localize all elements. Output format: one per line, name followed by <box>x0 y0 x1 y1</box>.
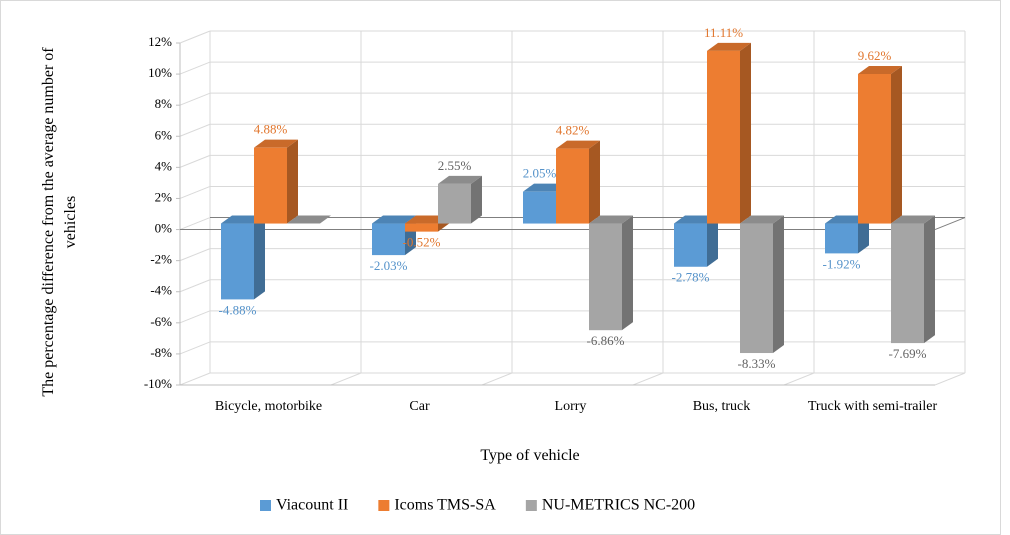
bar <box>254 147 287 224</box>
grid-diagonal <box>179 154 211 168</box>
grid-diagonal <box>179 123 211 137</box>
value-label: -2.78% <box>672 270 710 285</box>
value-label: 2.55% <box>438 158 472 173</box>
y-tick-label: 12% <box>148 34 172 49</box>
floor-divider <box>481 372 513 386</box>
legend-swatch <box>260 500 271 511</box>
y-tick-label: -8% <box>150 345 172 360</box>
grid-diagonal <box>179 279 211 293</box>
bar-side <box>471 175 482 224</box>
grid-diagonal <box>179 372 211 386</box>
grid-diagonal <box>179 30 211 44</box>
x-tick-label: Bus, truck <box>692 399 751 414</box>
bar-side <box>287 139 298 224</box>
bar-top <box>287 215 331 224</box>
bar <box>438 183 471 224</box>
y-tick-label: -4% <box>150 283 172 298</box>
x-axis-title: Type of vehicle <box>480 447 580 464</box>
floor-divider <box>934 372 966 386</box>
bar <box>372 223 405 256</box>
grid-diagonal <box>179 217 211 231</box>
bar-side <box>891 65 902 224</box>
bar-top <box>589 215 633 224</box>
value-label: -7.69% <box>889 346 927 361</box>
bar <box>707 50 740 224</box>
y-tick-label: -10% <box>144 376 172 391</box>
bar <box>556 148 589 224</box>
bar-top <box>438 175 482 184</box>
bar <box>405 223 438 232</box>
value-label: 4.88% <box>254 122 288 137</box>
grid-diagonal <box>179 248 211 262</box>
bar <box>674 223 707 267</box>
y-tick-label: 0% <box>155 221 173 236</box>
y-axis-title: The percentage difference from the avera… <box>40 47 79 397</box>
bar-side <box>622 215 633 331</box>
bar-side <box>773 215 784 354</box>
x-tick-label: Car <box>409 399 430 414</box>
y-tick-label: 10% <box>148 65 172 80</box>
bar-side <box>924 215 935 344</box>
grid-diagonal <box>179 185 211 199</box>
y-tick-label: -6% <box>150 314 172 329</box>
value-label: -8.33% <box>738 356 776 371</box>
grid-diagonal <box>179 61 211 75</box>
y-tick-label: 2% <box>155 189 173 204</box>
grid-diagonal <box>179 310 211 324</box>
zero-line-side <box>934 217 966 231</box>
x-tick-label: Bicycle, motorbike <box>214 399 323 414</box>
bar-side <box>740 42 751 224</box>
bar-side <box>254 215 265 300</box>
grid-diagonal <box>179 341 211 355</box>
bar <box>523 191 556 224</box>
bar-top <box>707 42 751 51</box>
value-label: -2.03% <box>370 258 408 273</box>
value-label: 2.05% <box>523 166 557 181</box>
value-label: -0.52% <box>403 235 441 250</box>
value-label: 4.82% <box>556 123 590 138</box>
value-label: -6.86% <box>587 333 625 348</box>
bar <box>891 223 924 344</box>
bar <box>858 73 891 224</box>
legend-label: Viacount II <box>276 497 348 514</box>
bar-top <box>372 215 416 224</box>
bar-top <box>858 65 902 74</box>
value-label: -1.92% <box>823 256 861 271</box>
y-tick-label: 8% <box>155 96 173 111</box>
x-tick-label: Truck with semi-trailer <box>807 399 938 414</box>
bar <box>825 223 858 254</box>
bar-top <box>556 140 600 149</box>
bar <box>740 223 773 354</box>
bar-top <box>254 139 298 148</box>
grid-diagonal <box>179 92 211 106</box>
legend-label: NU-METRICS NC-200 <box>542 497 695 514</box>
value-label: 11.11% <box>704 25 743 40</box>
floor-divider <box>783 372 815 386</box>
bar-side <box>707 215 718 267</box>
bar <box>589 223 622 331</box>
legend-swatch <box>525 500 537 511</box>
value-label: 9.62% <box>858 48 892 63</box>
bar-side <box>589 140 600 224</box>
floor-divider <box>330 372 362 386</box>
y-tick-label: -2% <box>150 252 172 267</box>
y-tick-label: 4% <box>155 158 173 173</box>
floor-divider <box>632 372 664 386</box>
legend-swatch <box>378 500 390 511</box>
y-tick-label: 6% <box>155 127 173 142</box>
bar-side <box>858 215 869 254</box>
bar-top <box>891 215 935 224</box>
legend-label: Icoms TMS-SA <box>394 497 496 514</box>
value-label: -4.88% <box>219 302 257 317</box>
bar <box>221 223 254 300</box>
bar-top <box>740 215 784 224</box>
x-tick-label: Lorry <box>554 399 587 414</box>
